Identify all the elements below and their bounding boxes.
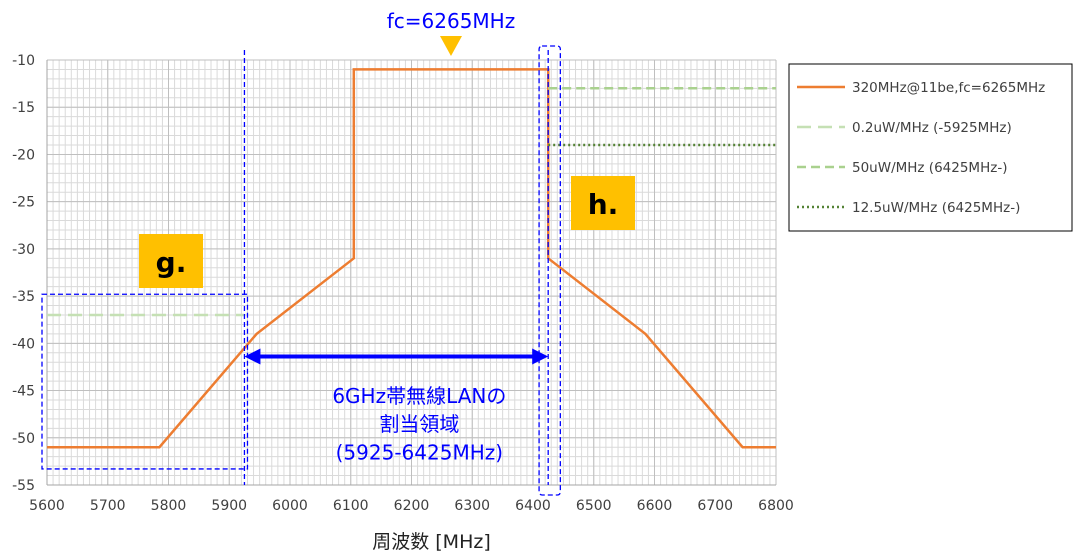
x-tick-label: 6300 bbox=[454, 498, 490, 514]
badge-g bbox=[139, 234, 203, 288]
grid bbox=[46, 59, 777, 486]
x-tick-label: 5600 bbox=[29, 498, 65, 514]
y-tick-label: -20 bbox=[12, 147, 35, 163]
axes: -10 -15 -20 -25 -30 -35 -40 -45 -50 -55 5600 5700 58… bbox=[12, 53, 794, 553]
x-tick-label: 6100 bbox=[333, 498, 369, 514]
y-tick-label: -40 bbox=[12, 336, 35, 352]
fc-marker-triangle bbox=[439, 36, 462, 56]
y-tick-label: -35 bbox=[12, 289, 35, 305]
x-tick-label: 6000 bbox=[272, 498, 308, 514]
allocation-label-line3: (5925-6425MHz) bbox=[336, 441, 503, 465]
badge-h-text: h. bbox=[588, 188, 619, 221]
x-tick-label: 6500 bbox=[576, 498, 612, 514]
allocation-label-line2: 割当領域 bbox=[379, 412, 459, 436]
region-h-box bbox=[538, 45, 561, 496]
y-tick-label: -15 bbox=[12, 100, 35, 116]
allocation-arrow-left bbox=[244, 348, 261, 365]
series-layer bbox=[47, 68, 776, 449]
legend-box bbox=[788, 63, 1073, 232]
x-tick-label: 6400 bbox=[515, 498, 551, 514]
badge-g-text: g. bbox=[156, 246, 187, 279]
legend-label-1: 0.2uW/MHz (-5925MHz) bbox=[852, 120, 1012, 136]
allocation-label-line1: 6GHz帯無線LANの bbox=[332, 384, 506, 408]
badge-h bbox=[571, 176, 635, 230]
x-tick-label: 5900 bbox=[211, 498, 247, 514]
x-tick-label: 6700 bbox=[697, 498, 733, 514]
legend-label-0: 320MHz@11be,fc=6265MHz bbox=[852, 80, 1045, 96]
x-tick-label: 6200 bbox=[394, 498, 430, 514]
x-tick-label: 5700 bbox=[90, 498, 126, 514]
allocation-arrow-right bbox=[532, 348, 549, 365]
y-tick-label: -50 bbox=[12, 431, 35, 447]
x-tick-label: 6600 bbox=[637, 498, 673, 514]
y-tick-label: -30 bbox=[12, 242, 35, 258]
region-g-box bbox=[41, 293, 249, 470]
y-tick-label: -55 bbox=[12, 478, 35, 494]
fc-label: fc=6265MHz bbox=[387, 9, 516, 33]
legend-label-3: 12.5uW/MHz (6425MHz-) bbox=[852, 200, 1020, 216]
x-tick-label: 6800 bbox=[758, 498, 794, 514]
y-tick-label: -45 bbox=[12, 384, 35, 400]
series-line-0 bbox=[47, 68, 776, 449]
x-tick-label: 5800 bbox=[151, 498, 187, 514]
x-axis-label: 周波数 [MHz] bbox=[372, 531, 491, 553]
legend-label-2: 50uW/MHz (6425MHz-) bbox=[852, 160, 1007, 176]
y-tick-label: -10 bbox=[12, 53, 35, 69]
legend: 320MHz@11be,fc=6265MHz 0.2uW/MHz (-5925MH… bbox=[788, 63, 1073, 232]
y-tick-label: -25 bbox=[12, 195, 35, 211]
